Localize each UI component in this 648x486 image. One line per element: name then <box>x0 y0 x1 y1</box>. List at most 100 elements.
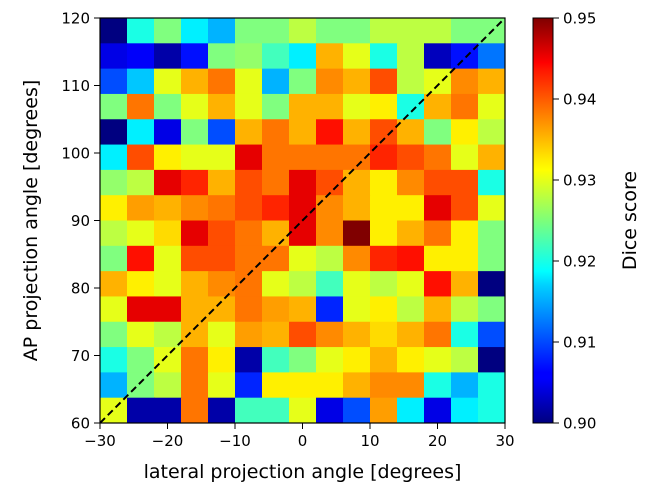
heatmap-cell <box>370 372 398 399</box>
heatmap-cell <box>370 68 398 95</box>
heatmap-cell <box>343 169 371 196</box>
heatmap-cell <box>451 347 479 373</box>
y-axis-label: AP projection angle [degrees] <box>20 80 42 361</box>
heatmap-cell <box>289 271 317 297</box>
y-tick-label: 110 <box>61 77 90 95</box>
heatmap-cell <box>127 93 155 120</box>
heatmap-cell <box>451 68 479 95</box>
heatmap-cell <box>370 195 398 221</box>
heatmap-cell <box>451 93 479 120</box>
heatmap-cell <box>451 18 479 44</box>
heatmap-cell <box>397 18 425 44</box>
heatmap-cell <box>316 169 344 196</box>
heatmap-cell <box>289 18 317 44</box>
heatmap-cell <box>181 68 209 95</box>
heatmap-cell <box>100 245 128 272</box>
heatmap-cell <box>100 68 128 95</box>
heatmap-cell <box>262 169 290 196</box>
heatmap-cell <box>154 321 182 348</box>
heatmap-cell <box>127 372 155 399</box>
heatmap-cell <box>424 119 452 146</box>
heatmap-cell <box>424 245 452 272</box>
heatmap-cell <box>424 220 452 247</box>
heatmap-cell <box>424 169 452 196</box>
heatmap-cell <box>208 321 236 348</box>
heatmap-cell <box>289 119 317 146</box>
heatmap-cell <box>154 245 182 272</box>
heatmap-cell <box>451 245 479 272</box>
heatmap-cell <box>208 397 236 424</box>
heatmap-cell <box>370 220 398 247</box>
heatmap-cell <box>262 220 290 247</box>
heatmap-cell <box>343 372 371 399</box>
heatmap-cell <box>100 195 128 221</box>
heatmap-cell <box>370 321 398 348</box>
heatmap-cell <box>154 271 182 297</box>
x-tick-label: −10 <box>219 432 251 450</box>
heatmap-cell <box>478 321 506 348</box>
y-tick-label: 80 <box>71 280 90 298</box>
heatmap-cell <box>181 119 209 146</box>
heatmap-cell <box>343 119 371 146</box>
diagonal-reference-line <box>100 18 505 423</box>
heatmap-cell <box>154 397 182 424</box>
heatmap-cell <box>316 43 344 70</box>
heatmap-cell <box>289 144 317 171</box>
heatmap-cell <box>343 347 371 373</box>
heatmap-cell <box>397 397 425 424</box>
heatmap-cell <box>154 347 182 373</box>
heatmap-cell <box>343 397 371 424</box>
heatmap-cell <box>316 119 344 146</box>
heatmap-cell <box>289 220 317 247</box>
heatmap-cell <box>127 271 155 297</box>
heatmap-cell <box>262 296 290 323</box>
heatmap-cell <box>370 93 398 120</box>
heatmap-cell <box>235 18 263 44</box>
heatmap-cell <box>208 93 236 120</box>
heatmap-cell <box>208 271 236 297</box>
heatmap-cell <box>235 169 263 196</box>
heatmap-cell <box>181 18 209 44</box>
heatmap-cell <box>289 372 317 399</box>
y-tick-label: 120 <box>61 10 90 28</box>
heatmap-cell <box>451 271 479 297</box>
heatmap-cell <box>100 43 128 70</box>
heatmap-cell <box>478 119 506 146</box>
heatmap-cell <box>181 372 209 399</box>
heatmap-cell <box>181 93 209 120</box>
heatmap-cell <box>127 220 155 247</box>
heatmap-cell <box>451 321 479 348</box>
heatmap-cell <box>235 43 263 70</box>
heatmap-cell <box>127 119 155 146</box>
heatmap-cell <box>397 245 425 272</box>
heatmap-cell <box>424 296 452 323</box>
heatmap-cell <box>208 245 236 272</box>
heatmap-cell <box>127 296 155 323</box>
heatmap-cell <box>235 220 263 247</box>
heatmap-cell <box>343 68 371 95</box>
heatmap-cell <box>478 245 506 272</box>
heatmap-cell <box>397 271 425 297</box>
heatmap-cell <box>262 372 290 399</box>
y-axis-ticks: 60 70 80 90 100 110 120 <box>61 10 100 433</box>
heatmap-cell <box>289 397 317 424</box>
heatmap-cell <box>235 372 263 399</box>
x-tick-label: −30 <box>84 432 116 450</box>
heatmap-cell <box>208 68 236 95</box>
heatmap-cell <box>289 68 317 95</box>
heatmap-cell <box>424 347 452 373</box>
x-tick-label: 0 <box>298 432 308 450</box>
heatmap-cell <box>208 43 236 70</box>
heatmap-cell <box>235 347 263 373</box>
heatmap-cell <box>316 347 344 373</box>
heatmap-cell <box>100 169 128 196</box>
heatmap-cell <box>127 321 155 348</box>
heatmap-cell <box>262 195 290 221</box>
heatmap-cell <box>181 397 209 424</box>
x-tick-label: −20 <box>152 432 184 450</box>
heatmap-cell <box>289 169 317 196</box>
heatmap-cell <box>262 347 290 373</box>
colorbar-tick-label: 0.92 <box>563 253 596 271</box>
heatmap-cell <box>100 119 128 146</box>
